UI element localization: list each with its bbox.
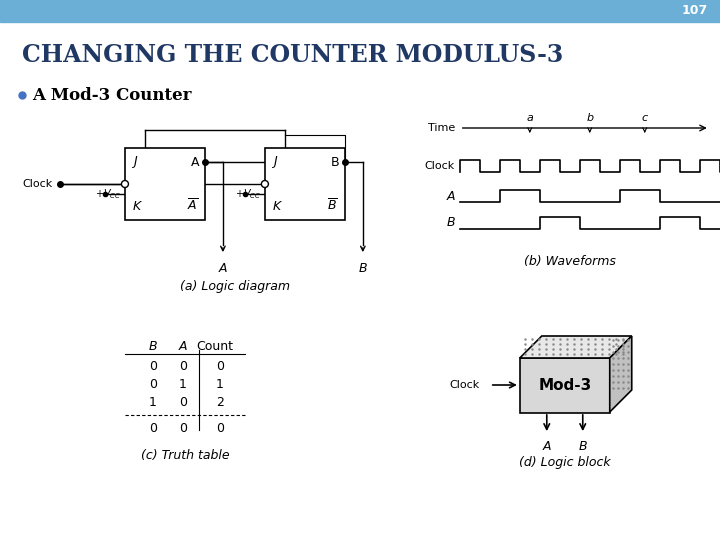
- Text: $\overline{A}$: $\overline{A}$: [187, 198, 198, 214]
- Circle shape: [122, 180, 128, 187]
- Text: 107: 107: [681, 4, 708, 17]
- Text: B: B: [148, 340, 157, 353]
- Text: A: A: [219, 262, 227, 275]
- Text: B: B: [331, 156, 340, 168]
- Text: K: K: [273, 199, 281, 213]
- Text: J: J: [133, 156, 137, 168]
- Text: A Mod-3 Counter: A Mod-3 Counter: [32, 86, 192, 104]
- Text: (a) Logic diagram: (a) Logic diagram: [180, 280, 290, 293]
- Bar: [520, 358, 610, 413]
- Text: A: A: [543, 440, 551, 453]
- Text: A: A: [179, 340, 187, 353]
- Text: Time: Time: [428, 123, 455, 133]
- Text: B: B: [578, 440, 587, 453]
- Text: B: B: [359, 262, 367, 275]
- Text: 1: 1: [216, 377, 224, 390]
- Text: (d) Logic block: (d) Logic block: [519, 456, 611, 469]
- Bar: [125, 148, 205, 220]
- Text: 0: 0: [216, 360, 224, 373]
- Text: $\overline{B}$: $\overline{B}$: [327, 198, 338, 214]
- Text: 0: 0: [149, 360, 157, 373]
- Text: K: K: [133, 199, 141, 213]
- Text: B: B: [446, 217, 455, 230]
- Text: CHANGING THE COUNTER MODULUS-3: CHANGING THE COUNTER MODULUS-3: [22, 43, 563, 67]
- Bar: [265, 148, 345, 220]
- Text: 0: 0: [179, 422, 187, 435]
- Text: $+V_{CC}$: $+V_{CC}$: [94, 187, 121, 201]
- Text: 0: 0: [149, 422, 157, 435]
- Polygon shape: [610, 336, 631, 412]
- Text: Count: Count: [197, 340, 233, 353]
- Text: b: b: [586, 113, 593, 123]
- Text: a: a: [526, 113, 534, 123]
- Text: Clock: Clock: [22, 179, 53, 189]
- Text: 0: 0: [179, 395, 187, 408]
- Text: (b) Waveforms: (b) Waveforms: [524, 255, 616, 268]
- Text: 1: 1: [179, 377, 187, 390]
- Text: c: c: [642, 113, 648, 123]
- Text: A: A: [446, 190, 455, 202]
- Text: 2: 2: [216, 395, 224, 408]
- Text: 1: 1: [149, 395, 157, 408]
- Text: (c) Truth table: (c) Truth table: [140, 449, 229, 462]
- Circle shape: [261, 180, 269, 187]
- Text: 0: 0: [149, 377, 157, 390]
- Bar: [0, 0, 720, 22]
- Text: Clock: Clock: [425, 161, 455, 171]
- Text: Clock: Clock: [449, 380, 480, 390]
- Polygon shape: [520, 336, 631, 358]
- Text: $+V_{CC}$: $+V_{CC}$: [235, 187, 261, 201]
- Text: 0: 0: [216, 422, 224, 435]
- Text: Mod-3: Mod-3: [538, 377, 591, 393]
- Text: J: J: [273, 156, 276, 168]
- Text: 0: 0: [179, 360, 187, 373]
- Text: A: A: [191, 156, 199, 168]
